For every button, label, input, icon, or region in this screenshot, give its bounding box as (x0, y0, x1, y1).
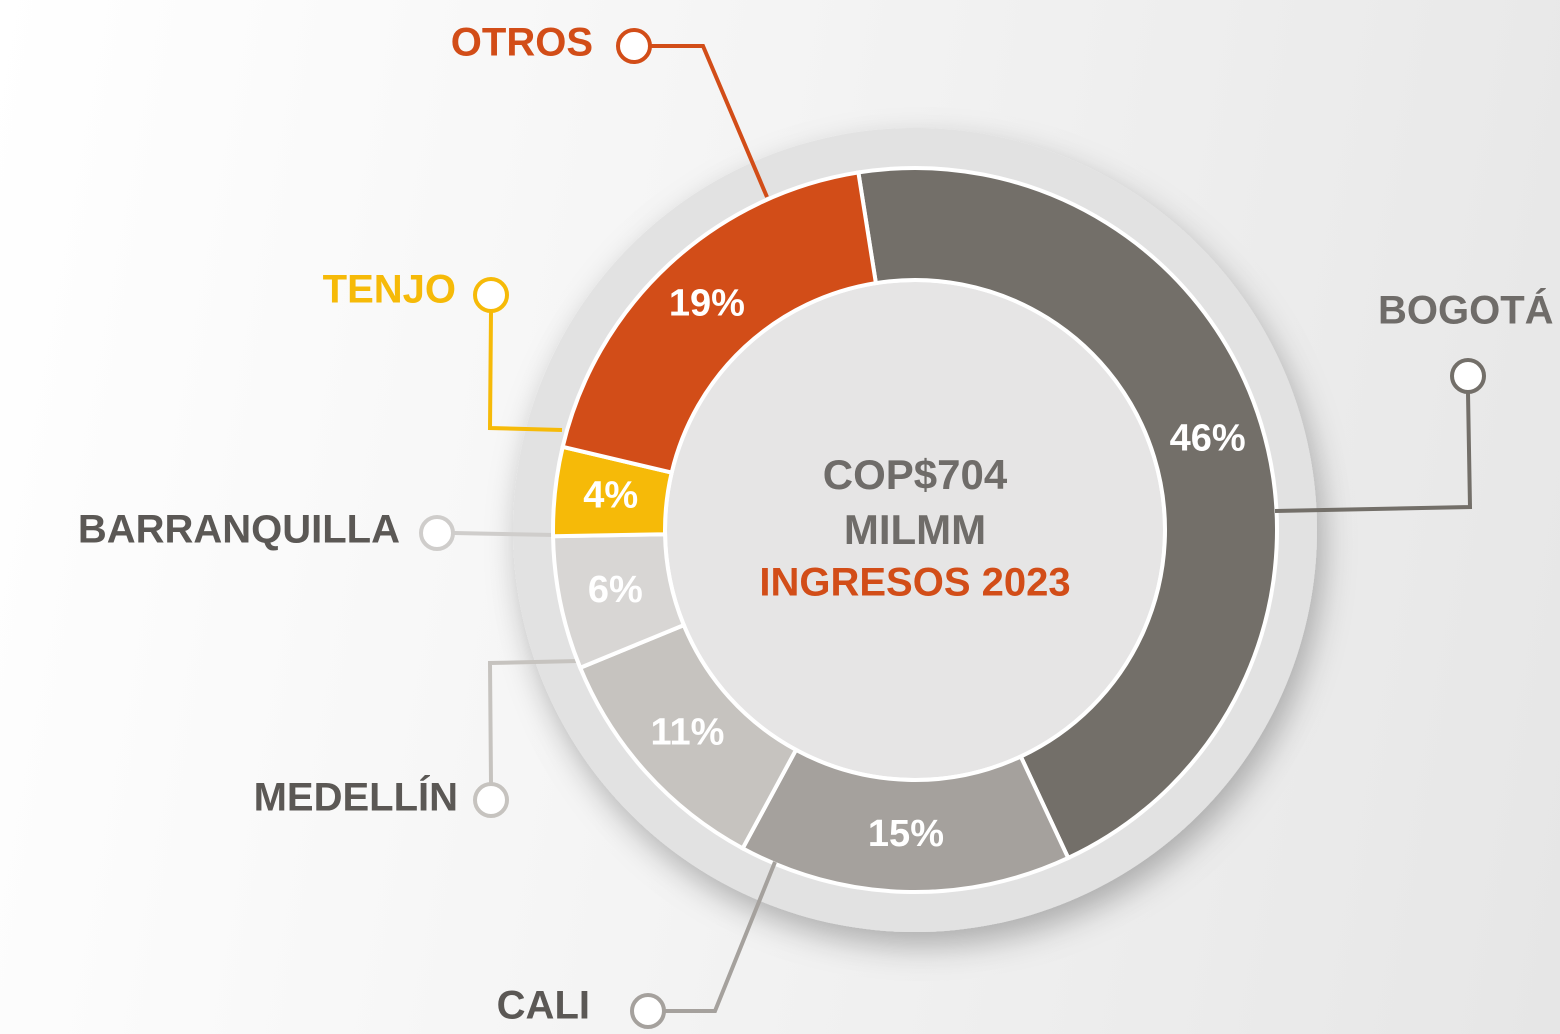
leader-dot (616, 28, 652, 64)
leader-line (487, 311, 563, 432)
slice (856, 166, 1279, 861)
center-amount: COP$704 (823, 451, 1008, 498)
value-label: 4% (583, 474, 638, 516)
category-label: TENJO (323, 268, 456, 312)
slice (560, 170, 879, 475)
leader-dot (1450, 358, 1486, 394)
leader-dot (630, 993, 666, 1029)
category-label: BOGOTÁ (1378, 288, 1554, 333)
category-label: CALI (497, 984, 590, 1028)
value-label: 19% (669, 283, 745, 325)
leader-dot (419, 515, 455, 551)
leader-line (665, 861, 777, 1013)
center-unit: MILMM (844, 506, 986, 553)
category-label: MEDELLÍN (254, 775, 458, 820)
center-caption: INGRESOS 2023 (759, 561, 1070, 605)
category-label: OTROS (451, 21, 593, 65)
value-label: 6% (588, 569, 643, 611)
leader-line (453, 531, 556, 537)
category-label: BARRANQUILLA (78, 508, 400, 552)
value-label: 46% (1170, 417, 1246, 459)
leader-dot (473, 782, 509, 818)
leader-line (487, 659, 579, 784)
leader-line (651, 44, 769, 198)
leader-dot (473, 277, 509, 313)
leader-line (1274, 392, 1473, 513)
value-label: 11% (651, 712, 725, 754)
value-label: 15% (868, 813, 944, 855)
